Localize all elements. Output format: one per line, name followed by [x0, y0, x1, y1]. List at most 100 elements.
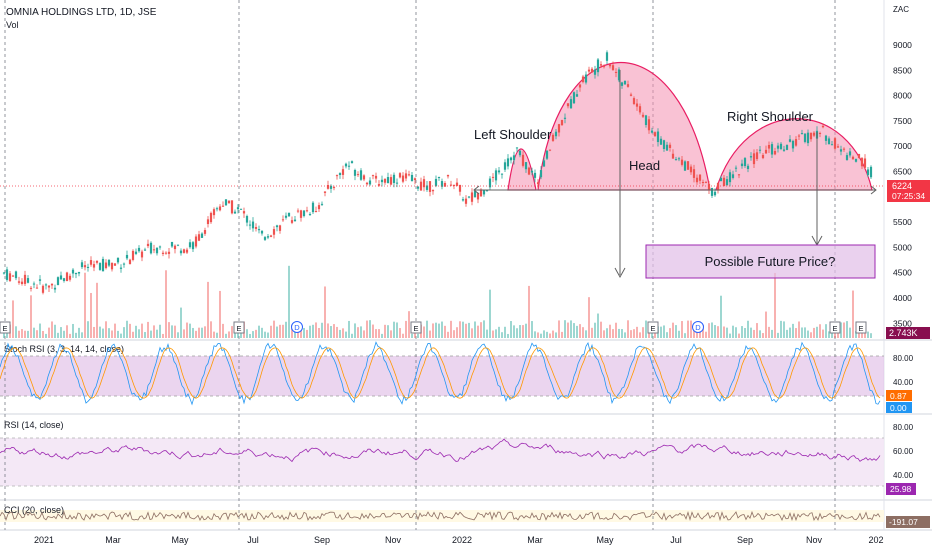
volume-bar — [126, 320, 128, 338]
dividend-marker[interactable] — [291, 321, 303, 333]
candle-body — [611, 65, 615, 71]
candle-body — [356, 174, 360, 176]
volume-bar — [396, 322, 398, 338]
candle-body — [254, 227, 258, 229]
volume-bar — [561, 331, 563, 338]
candle-body — [395, 182, 399, 184]
volume-bar — [402, 333, 404, 338]
earnings-marker[interactable] — [829, 321, 841, 334]
candle-body — [845, 155, 849, 161]
candle-body — [542, 160, 546, 167]
volume-bar — [414, 330, 416, 338]
candle-body — [407, 174, 411, 176]
candle-body — [29, 287, 33, 289]
volume-bar — [564, 320, 566, 338]
candle-body — [767, 144, 771, 149]
volume-bar — [288, 265, 290, 338]
dividend-marker[interactable] — [692, 321, 704, 333]
candle-body — [113, 263, 117, 266]
candle-body — [422, 179, 426, 188]
volume-bar — [723, 326, 725, 338]
future-price-label: Possible Future Price? — [705, 254, 836, 269]
candle-body — [365, 182, 369, 185]
candle-body — [575, 94, 579, 97]
volume-bar — [195, 330, 197, 338]
candle-body — [467, 196, 471, 198]
candle-body — [464, 198, 468, 204]
volume-bar — [114, 323, 116, 338]
volume-bar — [519, 325, 521, 338]
earnings-marker[interactable] — [647, 321, 659, 334]
volume-bar — [303, 327, 305, 338]
volume-bar — [615, 322, 617, 338]
candle-body — [866, 169, 870, 176]
volume-bar — [426, 320, 428, 338]
candle-body — [380, 179, 384, 183]
volume-bar — [102, 328, 104, 338]
earnings-marker[interactable] — [855, 321, 867, 334]
candle-body — [260, 230, 264, 234]
volume-bar — [789, 327, 791, 338]
volume-bar — [636, 326, 638, 338]
candle-body — [404, 173, 408, 179]
volume-bar — [360, 326, 362, 338]
candle-body — [647, 119, 651, 131]
candle-body — [167, 251, 171, 254]
candle-body — [20, 281, 24, 285]
volume-bar — [399, 328, 401, 338]
candle-body — [182, 249, 186, 253]
cci-line-path — [0, 510, 881, 522]
candle-body — [707, 183, 711, 191]
volume-bar — [513, 325, 515, 338]
candle-body — [803, 133, 807, 142]
candle-body — [65, 272, 69, 282]
volume-bar — [642, 327, 644, 338]
candle-body — [482, 190, 486, 195]
time-axis[interactable]: 2021 Mar May Jul Sep Nov 2022 Mar May Jul Sep Nov 20… — [34, 535, 884, 545]
candle-body — [599, 64, 603, 66]
candle-body — [335, 175, 339, 177]
candle-body — [764, 149, 768, 154]
candle-body — [485, 190, 489, 192]
candle-body — [794, 139, 798, 146]
candle-body — [860, 158, 864, 167]
candle-body — [299, 210, 303, 218]
candle-body — [755, 152, 759, 160]
volume-bar — [75, 332, 77, 338]
candle-body — [362, 175, 366, 180]
volume-bar — [348, 320, 350, 338]
candle-body — [710, 187, 714, 196]
volume-bar — [147, 321, 149, 338]
volume-bar — [858, 332, 860, 338]
candle-body — [218, 206, 222, 211]
volume-bar — [846, 321, 848, 338]
price-axis[interactable]: 3500400045005000550060006500700075008000… — [893, 40, 912, 328]
candle-body — [197, 234, 201, 241]
volume-bar — [663, 325, 665, 338]
volume-bar — [597, 313, 599, 338]
volume-bar — [840, 322, 842, 338]
volume-bar — [375, 329, 377, 338]
earnings-marker[interactable] — [0, 321, 11, 334]
volume-bar — [552, 330, 554, 338]
candle-body — [650, 130, 654, 133]
volume-bar — [237, 329, 239, 338]
volume-bar — [813, 327, 815, 338]
volume-bar — [312, 324, 314, 338]
price-axis-tick: 5500 — [893, 217, 912, 227]
candle-body — [344, 163, 348, 167]
candle-body — [584, 74, 588, 83]
price-axis-tick: 9000 — [893, 40, 912, 50]
future-price-box[interactable] — [645, 244, 876, 279]
candle-body — [704, 182, 708, 184]
volume-bar — [51, 321, 53, 338]
volume-bar — [462, 321, 464, 338]
earnings-marker[interactable] — [233, 321, 245, 334]
earnings-marker[interactable] — [410, 321, 422, 334]
volume-bar — [261, 327, 263, 338]
candle-body — [236, 207, 240, 210]
candle-body — [692, 169, 696, 178]
volume-bar — [336, 326, 338, 338]
